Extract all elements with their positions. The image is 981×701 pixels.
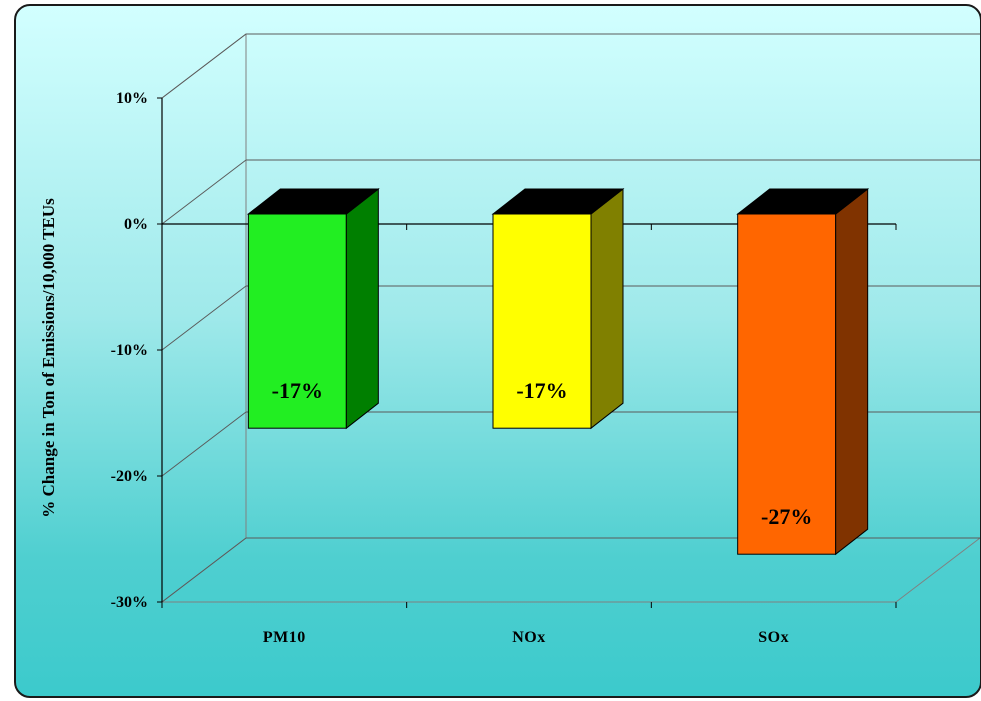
data-label-nox: -17% [516, 378, 567, 403]
data-label-pm10: -17% [272, 378, 323, 403]
gridline-side [161, 285, 247, 351]
category-label-sox: SOx [758, 629, 789, 646]
bar-front-pm10 [247, 213, 347, 429]
gridline-side [161, 33, 247, 99]
bar-side-nox [590, 187, 624, 430]
gridline-side [161, 411, 247, 477]
gridline-side [161, 537, 247, 603]
floor-right-edge [895, 537, 980, 603]
category-label-nox: NOx [512, 629, 546, 646]
y-tick-label: -20% [111, 468, 148, 485]
y-tick-label: -30% [111, 594, 148, 611]
y-tick-label: 10% [116, 90, 148, 107]
category-label-pm10: PM10 [263, 629, 306, 646]
bar-top-sox [736, 188, 870, 215]
y-axis-title: % Change in Ton of Emissions/10,000 TEUs [39, 198, 58, 518]
bar-front-nox [492, 213, 592, 429]
bar-top-nox [491, 188, 625, 215]
bars [246, 187, 870, 556]
chart-frame: 10% 0% -10% -20% -30% -17% PM10 -17% NOx -27% SOx … [14, 4, 981, 698]
bar-front-sox [737, 213, 837, 555]
emissions-bar-chart: 10%0%-10%-20%-30%-17%PM10-17%NOx-27%SOx … [39, 33, 980, 646]
gridlines [161, 33, 980, 603]
gridline-side [161, 159, 247, 225]
bar-side-sox [835, 187, 869, 556]
bar-side-pm10 [345, 187, 379, 430]
bar-top-pm10 [246, 188, 380, 215]
y-tick-label: 0% [124, 216, 148, 233]
y-tick-label: -10% [111, 342, 148, 359]
labels: 10% 0% -10% -20% -30% -17% PM10 -17% NOx -27% SOx [111, 90, 813, 646]
data-label-sox: -27% [761, 504, 812, 529]
